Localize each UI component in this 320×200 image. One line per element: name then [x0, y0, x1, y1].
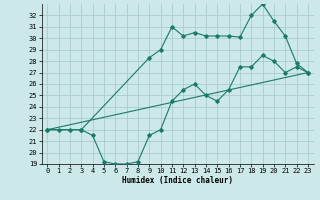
X-axis label: Humidex (Indice chaleur): Humidex (Indice chaleur) [122, 176, 233, 185]
